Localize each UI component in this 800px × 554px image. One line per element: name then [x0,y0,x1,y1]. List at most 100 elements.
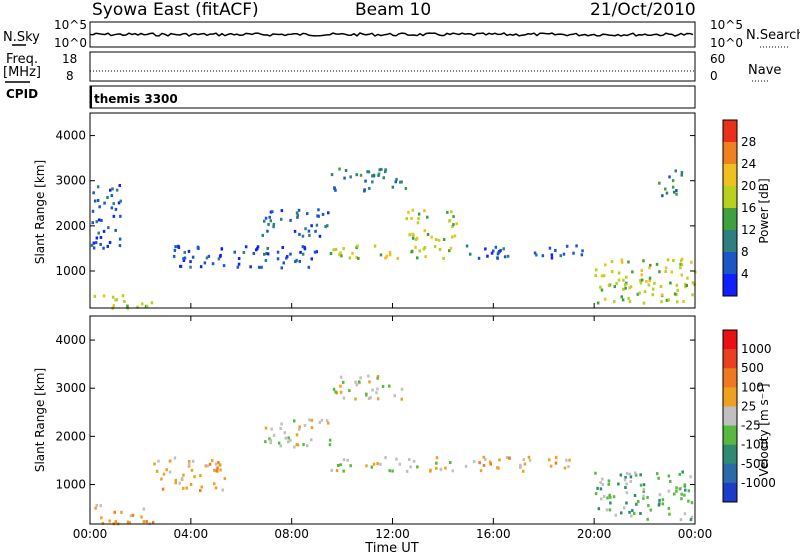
echo-cell [280,422,283,426]
echo-cell [329,252,333,255]
echo-cell [617,278,621,282]
echo-cell [609,501,612,505]
echo-cell [628,510,631,514]
nsearch-tick-top: 10^5 [710,18,743,32]
echo-cell [648,276,652,280]
echo-cell [548,458,551,462]
echo-cell [555,455,558,459]
echo-cell [646,517,649,521]
echo-cell [448,249,451,253]
echo-cell [609,495,612,499]
echo-cell [114,520,117,523]
echo-cell [648,266,651,270]
echo-cell [296,213,299,217]
echo-cell [220,247,223,251]
echo-cell [673,292,677,296]
echo-cell [629,285,633,289]
echo-cell [661,194,664,198]
echo-cell [302,443,305,447]
x-tick-label: 00:00 [678,527,713,541]
x-tick-label: 00:00 [73,527,108,541]
echo-cell [640,269,643,272]
echo-cell [328,443,332,447]
echo-cell [404,187,408,190]
echo-cell [675,189,678,192]
echo-cell [675,489,678,493]
echo-cell [651,293,655,297]
echo-cell [640,273,643,277]
echo-cell [372,462,376,466]
echo-cell [657,476,660,480]
echo-cell [307,265,311,269]
echo-cell [660,293,664,297]
echo-cell [675,283,679,287]
echo-cell [617,271,621,275]
colorbar-swatch [723,425,737,446]
echo-cell [269,439,273,443]
echo-cell [145,520,148,524]
echo-cell [280,217,283,221]
echo-cell [405,469,409,473]
echo-cell [126,520,130,524]
echo-cell [123,300,126,303]
echo-cell [174,245,177,249]
echo-cell [658,181,661,185]
echo-cell [601,483,605,486]
echo-cell [289,252,292,256]
echo-cell [272,225,275,229]
echo-cell [268,215,271,219]
echo-cell [310,418,314,422]
echo-cell [255,248,258,252]
echo-cell [621,298,625,302]
echo-cell [199,489,202,493]
echo-cell [99,504,102,508]
echo-cell [115,298,119,302]
echo-cell [451,235,454,239]
echo-cell [398,180,402,184]
colorbar-swatch [723,164,737,187]
echo-cell [293,229,297,233]
velocity-y-axis-label: Slant Range [km] [33,368,47,472]
echo-cell [683,493,686,497]
echo-cell [438,248,442,251]
nave-tick-bottom: 0 [710,69,718,83]
echo-cell [298,259,301,263]
echo-cell [535,253,538,257]
echo-cell [639,483,643,487]
echo-cell [671,185,675,189]
echo-cell [395,457,398,461]
echo-cell [303,247,307,251]
echo-cell [293,445,296,449]
echo-cell [381,384,385,388]
echo-cell [691,293,694,297]
power-colorbar-label: Power [dB] [757,178,771,243]
echo-cell [439,467,443,471]
echo-cell [233,250,236,254]
colorbar-frame [722,329,738,503]
colorbar-tick-label: 16 [741,201,756,215]
echo-cell [395,177,398,181]
echo-cell [683,483,687,487]
cpid-label: CPID [6,87,39,101]
echo-cell [665,298,669,302]
echo-cell [261,233,264,237]
echo-cell [409,465,412,469]
echo-cell [119,199,122,203]
echo-cell [596,486,599,490]
echo-cell [342,247,345,251]
echo-cell [272,222,276,226]
echo-cell [597,507,601,511]
echo-cell [690,515,694,519]
echo-cell [131,513,135,517]
echo-cell [325,419,329,423]
echo-cell [370,465,374,469]
echo-cell [665,191,669,195]
echo-cell [522,458,525,462]
echo-cell [115,188,119,192]
echo-cell [219,253,222,257]
echo-cell [384,170,387,174]
echo-cell [294,260,297,264]
echo-cell [430,235,433,239]
power-colorbar: 4 8 12 16 20 24 28 [722,119,756,297]
echo-cell [173,456,177,460]
